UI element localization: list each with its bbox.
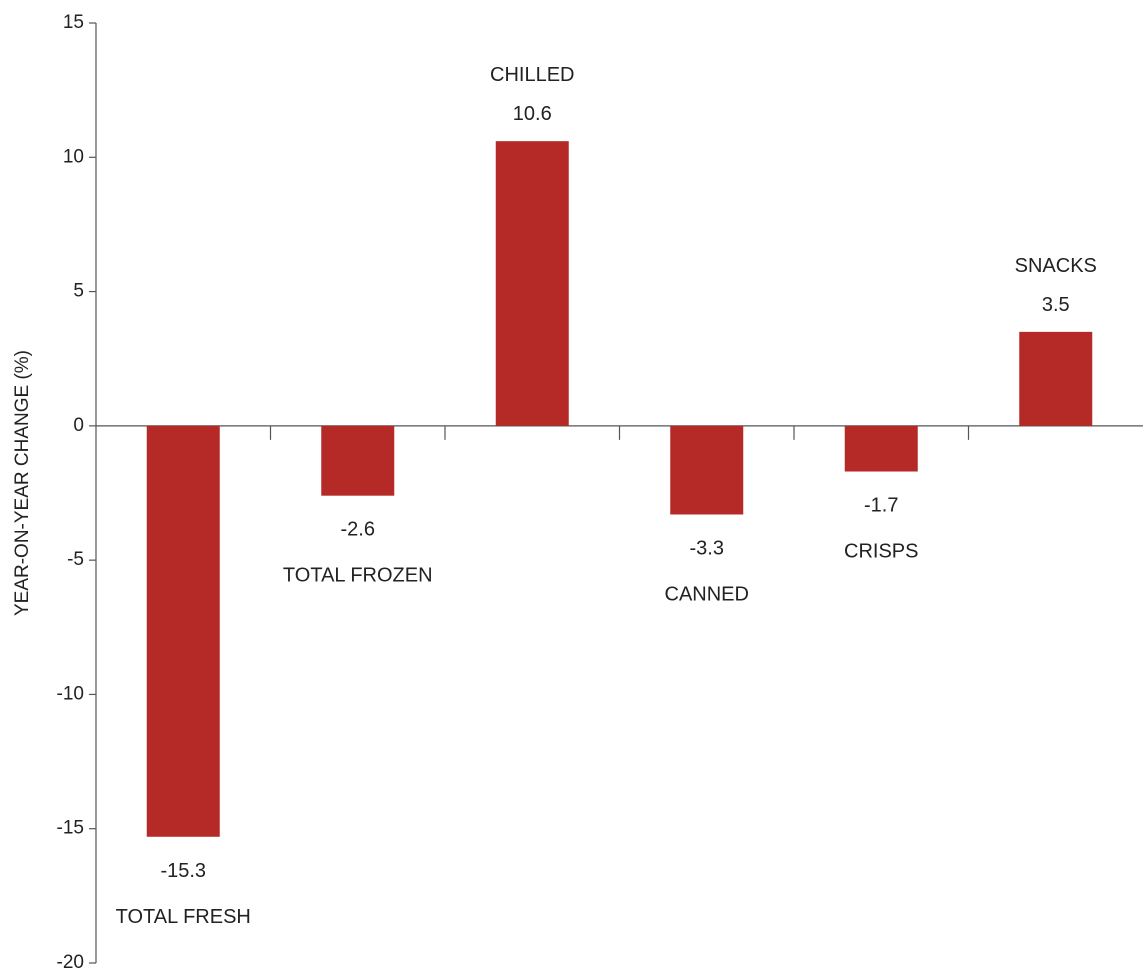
category-label: CANNED [665,583,749,605]
value-label: -2.6 [341,519,375,541]
y-tick-label: 10 [63,146,84,167]
y-tick-label: -20 [57,952,84,972]
y-tick-label: 15 [63,12,84,33]
x-axis [96,425,1143,440]
bar [321,425,395,496]
bar [844,425,918,472]
bar [1019,331,1093,426]
y-axis-title: YEAR-ON-YEAR CHANGE (%) [12,350,33,616]
bars-group [146,141,1093,837]
value-label: -15.3 [160,860,206,882]
value-label: -1.7 [864,495,898,517]
bar [146,425,220,837]
bar [670,425,744,515]
y-tick-label: -10 [57,683,84,704]
category-label: TOTAL FROZEN [283,565,433,587]
category-label: CRISPS [844,541,918,563]
y-tick-label: 5 [73,281,84,302]
category-label: TOTAL FRESH [116,906,251,928]
category-label: CHILLED [490,64,574,86]
value-label: 10.6 [513,103,552,125]
value-label: -3.3 [690,537,724,559]
y-tick-label: -15 [57,818,84,839]
bar-labels-group: -15.3 TOTAL FRESH -2.6 TOTAL FROZEN CHILLED 1… [116,64,1097,928]
y-tick-label: -5 [67,549,84,570]
bar [495,141,569,426]
y-tick-label: 0 [73,415,84,436]
category-label: SNACKS [1015,255,1097,277]
y-axis: 15 10 5 0 -5 -10 -15 -20 [57,12,97,972]
value-label: 3.5 [1042,294,1070,316]
